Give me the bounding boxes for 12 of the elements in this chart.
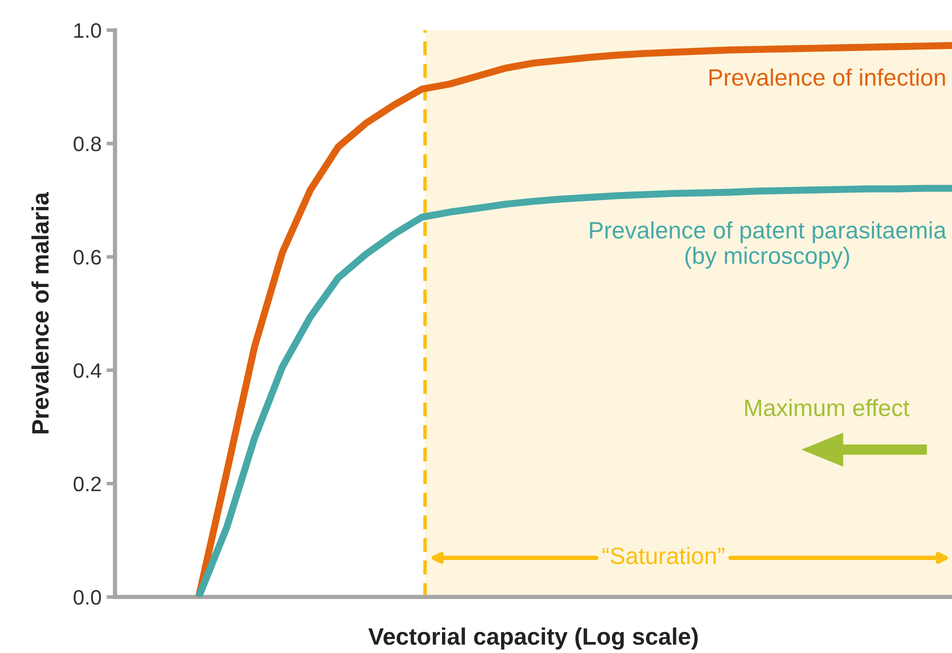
annotation: “Saturation” xyxy=(602,546,724,564)
y-tick-label: 1.0 xyxy=(74,23,101,38)
y-tick-label: 0.2 xyxy=(74,476,101,492)
y-tick-label: 0.0 xyxy=(74,590,101,605)
y-tick-label: 0.6 xyxy=(74,250,101,265)
x-axis-title: Vectorial capacity (Log scale) xyxy=(368,628,698,650)
y-axis-title: Prevalence of malaria xyxy=(31,192,49,434)
y-tick-label: 0.4 xyxy=(74,363,102,378)
series-label: Prevalence of infection xyxy=(709,68,945,86)
series-label: Prevalence of patent parasitaemia (by microscopy) xyxy=(590,221,946,269)
y-tick-label: 0.8 xyxy=(74,136,101,152)
annotation: Maximum effect xyxy=(745,398,910,416)
